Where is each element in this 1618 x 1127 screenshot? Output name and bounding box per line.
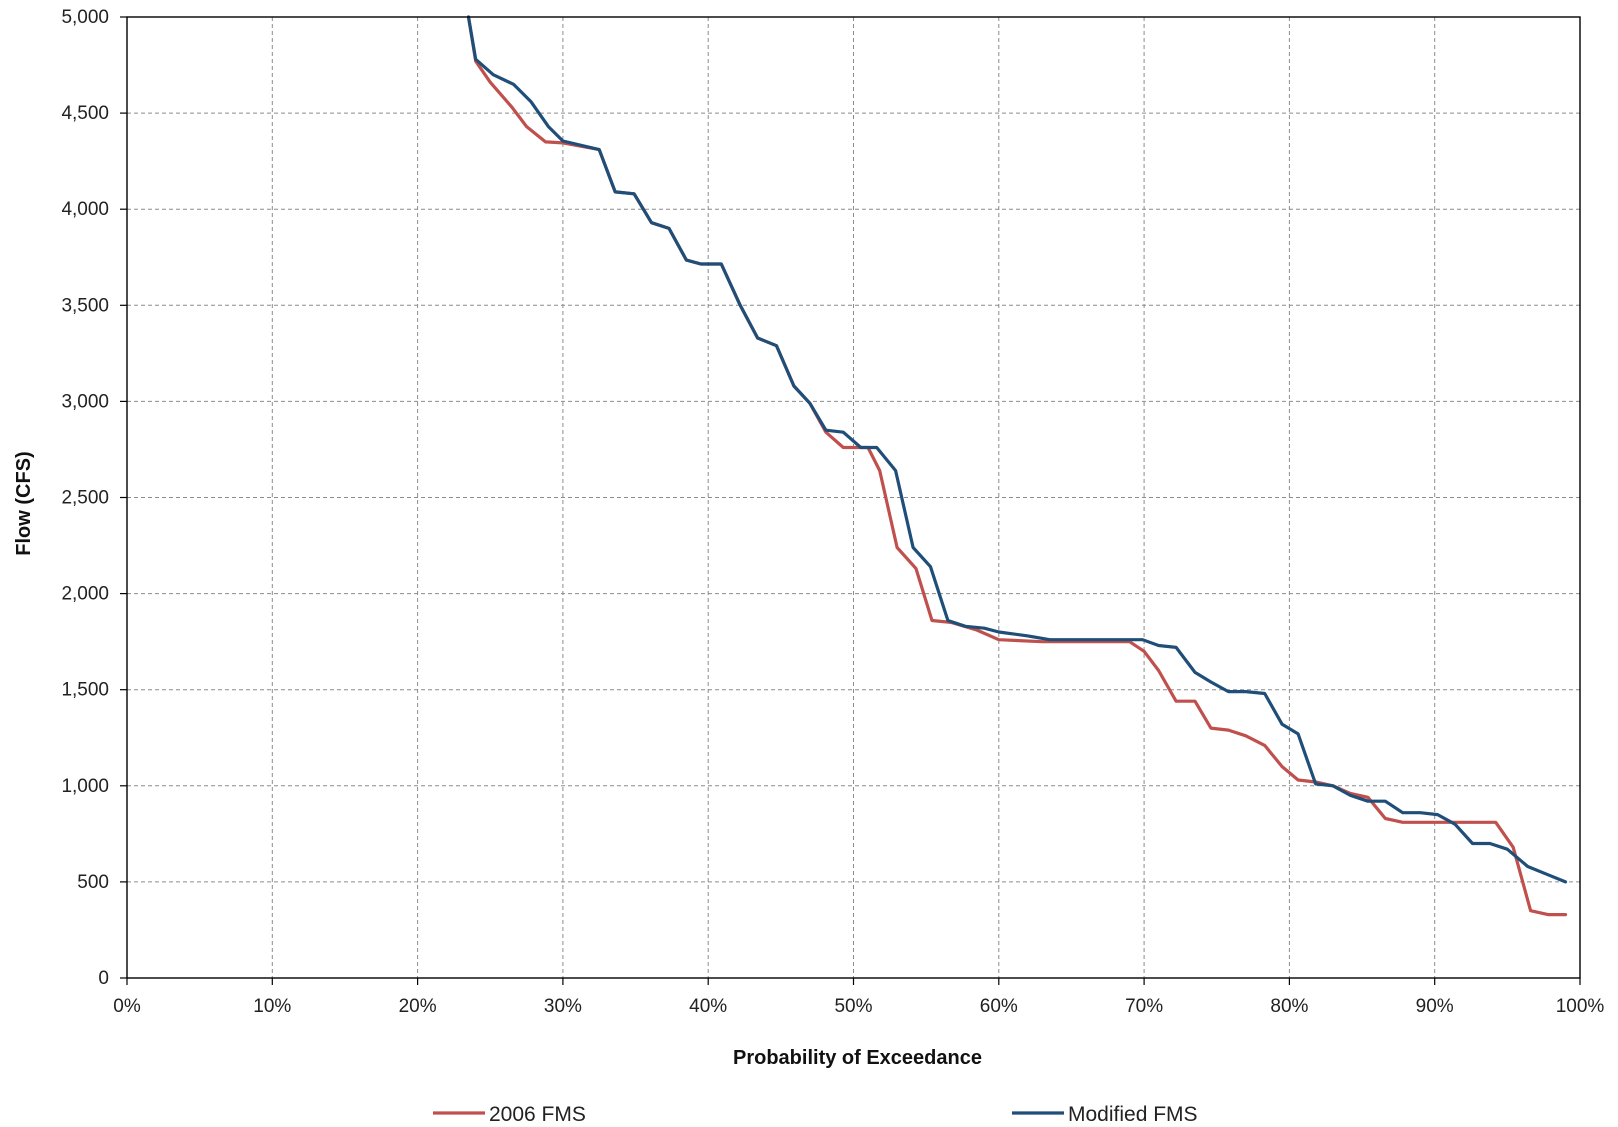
x-tick-label: 60% [980,996,1018,1017]
x-tick-label: 10% [253,996,291,1017]
y-tick-label: 1,500 [61,680,109,701]
x-tick-label: 70% [1125,996,1163,1017]
y-tick-label: 2,000 [61,584,109,605]
x-tick-label: 20% [399,996,437,1017]
x-tick-label: 100% [1556,996,1605,1017]
y-tick-label: 3,000 [61,391,109,412]
y-tick-label: 4,000 [61,199,109,220]
x-tick-label: 30% [544,996,582,1017]
legend-label: 2006 FMS [489,1103,586,1126]
y-axis-title: Flow (CFS) [13,451,35,555]
x-tick-label: 0% [113,996,141,1017]
y-tick-label: 0 [98,968,109,989]
x-axis-title: Probability of Exceedance [733,1047,982,1069]
x-tick-label: 80% [1270,996,1308,1017]
x-tick-label: 50% [834,996,872,1017]
y-tick-label: 5,000 [61,7,109,28]
y-tick-label: 500 [77,872,109,893]
y-tick-label: 1,000 [61,776,109,797]
legend-label: Modified FMS [1068,1103,1198,1126]
y-tick-label: 2,500 [61,488,109,509]
y-tick-label: 4,500 [61,103,109,124]
x-tick-label: 40% [689,996,727,1017]
y-tick-label: 3,500 [61,295,109,316]
x-tick-label: 90% [1416,996,1454,1017]
